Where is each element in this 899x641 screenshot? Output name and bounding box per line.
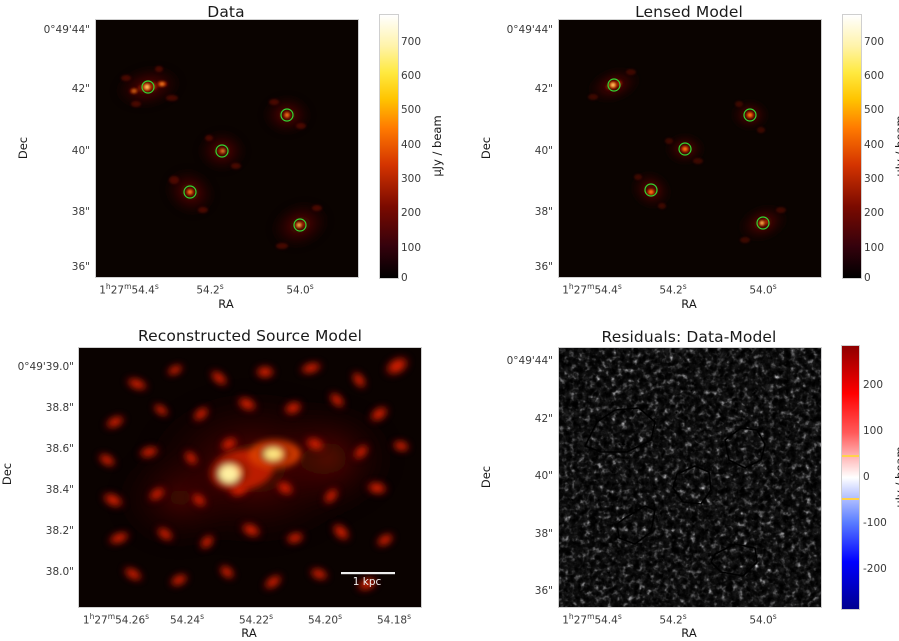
panel-residuals-ytick-4: 36" <box>534 585 553 597</box>
panel-lensed-model-cbtick-200: 200 <box>864 207 885 219</box>
panel-residuals-xtick-2: 54.0s <box>749 612 777 627</box>
panel-residuals-ytick-0: 0°49'44" <box>506 355 553 367</box>
panel-source-model-image[interactable] <box>78 347 422 608</box>
panel-data-xlabel: RA <box>218 297 234 311</box>
panel-data-image[interactable] <box>95 19 359 278</box>
panel-source-model-xtick-0: 1h27m54.26s <box>82 612 150 627</box>
panel-residuals-cbtick-neg100: -100 <box>863 517 887 529</box>
panel-residuals-title: Residuals: Data-Model <box>601 328 777 346</box>
panel-source-model-ytick-3: 38.4" <box>45 484 74 496</box>
panel-data-ytick-4: 36" <box>71 261 90 273</box>
panel-lensed-model-ylabel: Dec <box>479 136 493 160</box>
source-markers <box>141 80 307 232</box>
aperture-contours <box>584 407 766 577</box>
panel-residuals-ylabel: Dec <box>479 465 493 489</box>
panel-lensed-model-ytick-4: 36" <box>534 261 553 273</box>
panel-data-cbtick-600: 600 <box>401 70 422 82</box>
panel-data-colorbar-label: μJy / beam <box>430 115 444 177</box>
panel-source-model-xtick-4: 54.18s <box>377 612 411 627</box>
panel-data-xtick-1: 54.2s <box>196 282 224 297</box>
colorbar-level-marker-positive <box>842 455 859 457</box>
panel-source-model-xtick-2: 54.22s <box>239 612 273 627</box>
panel-data-xtick-2: 54.0s <box>286 282 314 297</box>
panel-lensed-model-ytick-2: 40" <box>534 145 553 157</box>
scalebar-label: 1 kpc <box>352 576 382 588</box>
panel-residuals-cbtick-neg200: -200 <box>863 563 887 575</box>
panel-data-ytick-3: 38" <box>71 206 90 218</box>
panel-source-model-xtick-1: 54.24s <box>170 612 204 627</box>
source-markers <box>607 78 770 230</box>
panel-data-cbtick-200: 200 <box>401 207 422 219</box>
panel-data-xtick-0: 1h27m54.4s <box>99 282 159 297</box>
panel-lensed-model-colorbar-label: μJy / beam <box>893 115 899 177</box>
panel-residuals-xtick-1: 54.2s <box>659 612 687 627</box>
colorbar-level-marker-negative <box>842 498 859 500</box>
panel-lensed-model-xtick-1: 54.2s <box>659 282 687 297</box>
panel-residuals-image[interactable] <box>558 347 822 608</box>
panel-source-model-ytick-4: 38.2" <box>45 525 74 537</box>
panel-source-model-ylabel: Dec <box>0 462 14 486</box>
panel-data-cbtick-300: 300 <box>401 173 422 185</box>
panel-lensed-model-ytick-3: 38" <box>534 206 553 218</box>
panel-lensed-model-colorbar[interactable] <box>842 14 862 279</box>
panel-data-cbtick-500: 500 <box>401 104 422 116</box>
panel-residuals-ytick-3: 38" <box>534 528 553 540</box>
panel-lensed-model-cbtick-700: 700 <box>864 36 885 48</box>
panel-lensed-model-cbtick-500: 500 <box>864 104 885 116</box>
panel-data-ytick-1: 42" <box>71 83 90 95</box>
scalebar-group <box>341 572 395 575</box>
panel-lensed-model-cbtick-600: 600 <box>864 70 885 82</box>
panel-source-model-ytick-1: 38.8" <box>45 402 74 414</box>
panel-source-model-title: Reconstructed Source Model <box>138 327 362 345</box>
panel-source-model-xlabel: RA <box>241 626 257 640</box>
panel-lensed-model-ytick-1: 42" <box>534 83 553 95</box>
panel-lensed-model-ytick-0: 0°49'44" <box>506 24 553 36</box>
panel-data-ytick-2: 40" <box>71 145 90 157</box>
panel-data-ytick-0: 0°49'44" <box>43 24 90 36</box>
panel-residuals-ytick-2: 40" <box>534 470 553 482</box>
panel-lensed-model-cbtick-400: 400 <box>864 139 885 151</box>
panel-residuals-cbtick-0: 0 <box>863 471 870 483</box>
panel-data-colorbar[interactable] <box>379 14 399 279</box>
panel-residuals-xtick-0: 1h27m54.4s <box>562 612 622 627</box>
panel-data-ylabel: Dec <box>16 136 30 160</box>
panel-lensed-model-cbtick-100: 100 <box>864 242 885 254</box>
panel-residuals-colorbar-label: μJy / beam <box>893 446 899 508</box>
panel-source-model-ytick-5: 38.0" <box>45 566 74 578</box>
panel-data-cbtick-0: 0 <box>401 272 408 284</box>
panel-lensed-model-xtick-0: 1h27m54.4s <box>562 282 622 297</box>
panel-residuals-colorbar[interactable] <box>841 345 860 610</box>
panel-data-cbtick-700: 700 <box>401 36 422 48</box>
panel-lensed-model-cbtick-0: 0 <box>864 272 871 284</box>
panel-lensed-model-image[interactable] <box>558 19 822 278</box>
panel-residuals-xlabel: RA <box>681 626 697 640</box>
panel-data-cbtick-100: 100 <box>401 242 422 254</box>
panel-residuals-cbtick-200: 200 <box>863 379 884 391</box>
panel-source-model-xtick-3: 54.20s <box>308 612 342 627</box>
panel-lensed-model-xlabel: RA <box>681 297 697 311</box>
panel-data-cbtick-400: 400 <box>401 139 422 151</box>
panel-lensed-model-xtick-2: 54.0s <box>749 282 777 297</box>
panel-source-model-ytick-2: 38.6" <box>45 443 74 455</box>
panel-residuals-ytick-1: 42" <box>534 413 553 425</box>
panel-residuals-cbtick-100: 100 <box>863 425 884 437</box>
panel-source-model-ytick-0: 0°49'39.0" <box>17 361 74 373</box>
panel-data-title: Data <box>207 3 245 21</box>
panel-lensed-model-title: Lensed Model <box>635 3 743 21</box>
panel-lensed-model-cbtick-300: 300 <box>864 173 885 185</box>
